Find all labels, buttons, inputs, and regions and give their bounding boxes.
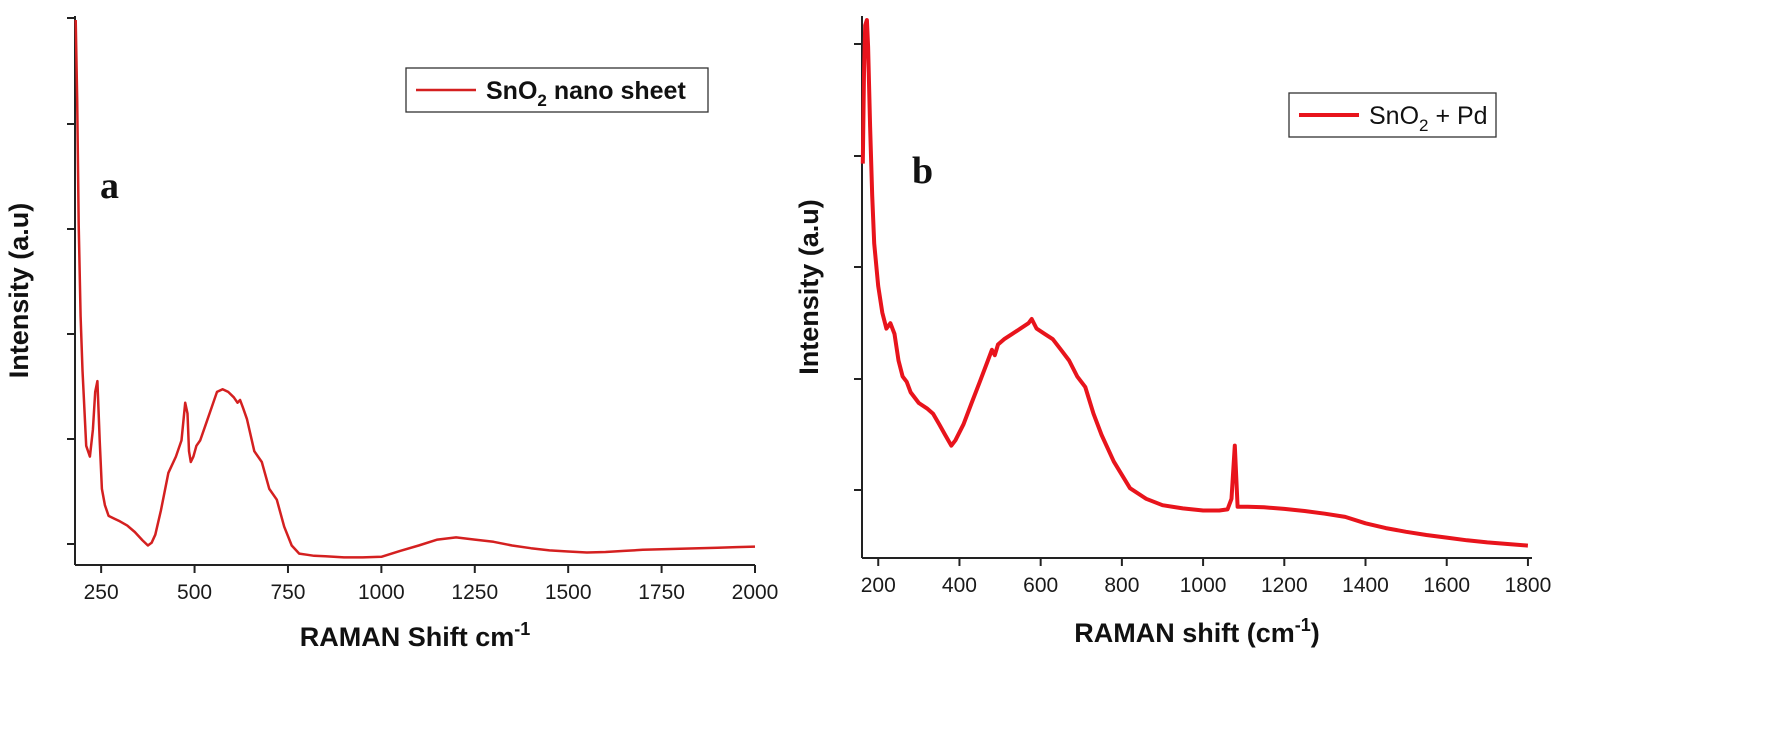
x-tick-label: 500: [177, 581, 212, 604]
x-axis-label: RAMAN Shift cm-1: [300, 619, 531, 652]
x-tick-label: 1400: [1342, 574, 1389, 597]
legend-label: SnO2 + Pd: [1369, 102, 1488, 135]
series-line: [860, 18, 1529, 548]
x-tick-label: 1800: [1505, 574, 1552, 597]
panel-label: b: [912, 150, 933, 192]
x-tick-label: 1600: [1423, 574, 1470, 597]
x-tick-label: 250: [84, 581, 119, 604]
x-tick-label: 1750: [638, 581, 685, 604]
x-tick-label: 200: [861, 574, 896, 597]
x-tick-label: 1200: [1261, 574, 1308, 597]
x-tick-label: 2000: [732, 581, 779, 604]
chart-panel-a: 250 500 750 1000 1250 1500 1750 2000 a Intensity …: [4, 16, 779, 652]
x-tick-label: 1000: [1180, 574, 1227, 597]
series-line: [74, 19, 756, 559]
x-tick-label: 800: [1104, 574, 1139, 597]
y-axis-label: Intensity (a.u): [794, 199, 824, 375]
x-tick-label: 1250: [451, 581, 498, 604]
x-tick-label: 750: [270, 581, 305, 604]
x-tick-label: 600: [1023, 574, 1058, 597]
panel-label: a: [100, 165, 119, 207]
x-tick-label: 1500: [545, 581, 592, 604]
chart-b-svg: 200 400 600 800 1000 1200 1400 1600 1800 b Intensi…: [794, 16, 1552, 648]
x-axis-label: RAMAN shift (cm-1): [1074, 615, 1320, 648]
y-axis-label: Intensity (a.u): [4, 203, 34, 379]
x-tick-label: 400: [942, 574, 977, 597]
chart-panel-b: 200 400 600 800 1000 1200 1400 1600 1800 b Intensi…: [794, 0, 1772, 749]
legend-label: SnO2 nano sheet: [486, 77, 686, 110]
x-tick-label: 1000: [358, 581, 405, 604]
chart-a-svg: 250 500 750 1000 1250 1500 1750 2000 a Intensity …: [4, 16, 779, 652]
